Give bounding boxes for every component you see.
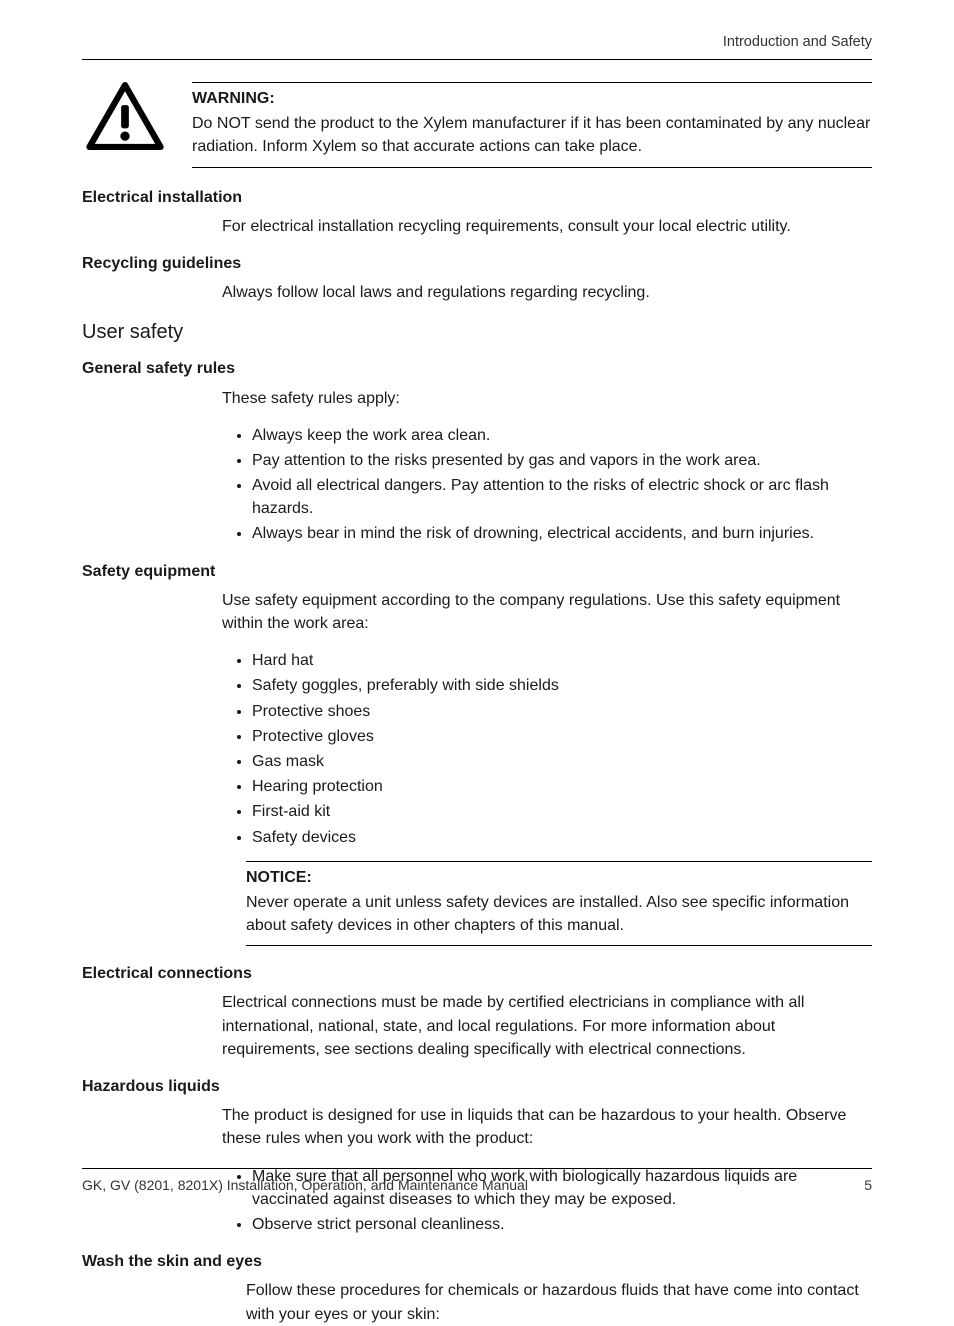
list-item: Always keep the work area clean. bbox=[252, 424, 872, 447]
hazardous-liquids-intro: The product is designed for use in liqui… bbox=[222, 1104, 872, 1150]
list-item: Avoid all electrical dangers. Pay attent… bbox=[252, 474, 872, 520]
list-item: First-aid kit bbox=[252, 800, 872, 823]
recycling-heading: Recycling guidelines bbox=[82, 252, 872, 275]
electrical-installation-text: For electrical installation recycling re… bbox=[222, 215, 872, 238]
warning-title: WARNING: bbox=[192, 87, 872, 110]
wash-text: Follow these procedures for chemicals or… bbox=[246, 1279, 872, 1325]
warning-block: WARNING: Do NOT send the product to the … bbox=[82, 82, 872, 168]
notice-block: NOTICE: Never operate a unit unless safe… bbox=[246, 861, 872, 947]
recycling-block: Recycling guidelines Always follow local… bbox=[82, 252, 872, 304]
list-item: Always bear in mind the risk of drowning… bbox=[252, 522, 872, 545]
list-item: Observe strict personal cleanliness. bbox=[252, 1213, 872, 1236]
header-section-label: Introduction and Safety bbox=[82, 32, 872, 53]
general-rules-heading: General safety rules bbox=[82, 357, 872, 380]
list-item: Safety devices bbox=[252, 826, 872, 849]
general-rules-intro: These safety rules apply: bbox=[222, 387, 872, 410]
list-item: Pay attention to the risks presented by … bbox=[252, 449, 872, 472]
warning-triangle-icon bbox=[86, 82, 164, 150]
wash-block: Wash the skin and eyes Follow these proc… bbox=[82, 1250, 872, 1326]
list-item: Protective shoes bbox=[252, 700, 872, 723]
general-rules-block: General safety rules These safety rules … bbox=[82, 357, 872, 545]
general-rules-list: Always keep the work area clean. Pay att… bbox=[252, 424, 872, 546]
footer-page-number: 5 bbox=[864, 1175, 872, 1195]
list-item: Safety goggles, preferably with side shi… bbox=[252, 674, 872, 697]
list-item: Gas mask bbox=[252, 750, 872, 773]
safety-equipment-list: Hard hat Safety goggles, preferably with… bbox=[252, 649, 872, 849]
electrical-connections-heading: Electrical connections bbox=[82, 962, 872, 985]
list-item: Protective gloves bbox=[252, 725, 872, 748]
electrical-installation-block: Electrical installation For electrical i… bbox=[82, 186, 872, 238]
notice-text: Never operate a unit unless safety devic… bbox=[246, 891, 872, 937]
header-rule bbox=[82, 59, 872, 60]
electrical-connections-text: Electrical connections must be made by c… bbox=[222, 991, 872, 1061]
hazardous-liquids-block: Hazardous liquids The product is designe… bbox=[82, 1075, 872, 1236]
warning-text: Do NOT send the product to the Xylem man… bbox=[192, 112, 872, 158]
user-safety-heading: User safety bbox=[82, 318, 872, 347]
warning-body: WARNING: Do NOT send the product to the … bbox=[192, 82, 872, 168]
list-item: Hearing protection bbox=[252, 775, 872, 798]
footer-rule bbox=[82, 1168, 872, 1169]
safety-equipment-block: Safety equipment Use safety equipment ac… bbox=[82, 560, 872, 947]
safety-equipment-heading: Safety equipment bbox=[82, 560, 872, 583]
footer-manual-title: GK, GV (8201, 8201X) Installation, Opera… bbox=[82, 1175, 528, 1195]
recycling-text: Always follow local laws and regulations… bbox=[222, 281, 872, 304]
electrical-installation-heading: Electrical installation bbox=[82, 186, 872, 209]
wash-heading: Wash the skin and eyes bbox=[82, 1250, 872, 1273]
list-item: Hard hat bbox=[252, 649, 872, 672]
page-footer: GK, GV (8201, 8201X) Installation, Opera… bbox=[82, 1168, 872, 1195]
safety-equipment-intro: Use safety equipment according to the co… bbox=[222, 589, 872, 635]
electrical-connections-block: Electrical connections Electrical connec… bbox=[82, 962, 872, 1061]
notice-title: NOTICE: bbox=[246, 866, 872, 889]
hazardous-liquids-heading: Hazardous liquids bbox=[82, 1075, 872, 1098]
